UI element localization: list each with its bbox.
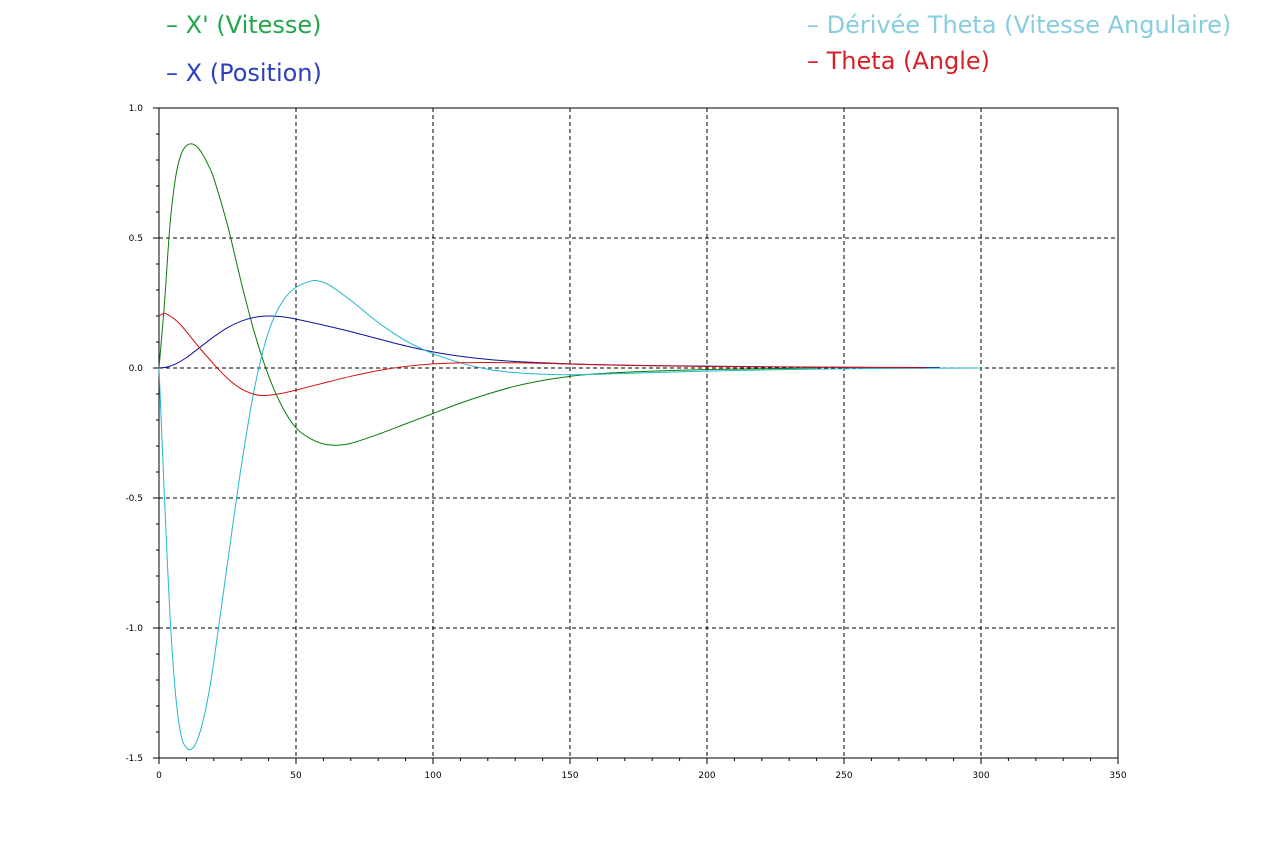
y-tick-label: -0.5 xyxy=(125,494,143,504)
y-tick-label: -1.0 xyxy=(125,624,143,634)
legend-item-theta-angle: – Theta (Angle) xyxy=(807,47,990,75)
legend-swatch: – xyxy=(807,47,819,75)
series-theta-angle xyxy=(158,312,927,397)
legend-item-derivee-theta: – Dérivée Theta (Vitesse Angulaire) xyxy=(807,11,1231,39)
x-tick-label: 100 xyxy=(424,771,441,781)
legend-label: Theta (Angle) xyxy=(826,47,991,75)
legend-label: Dérivée Theta (Vitesse Angulaire) xyxy=(826,11,1232,39)
legend-swatch: – xyxy=(807,11,819,39)
legend-swatch: – xyxy=(166,59,178,87)
x-tick-label: 250 xyxy=(835,771,852,781)
legend-label: X (Position) xyxy=(185,59,322,87)
x-tick-label: 300 xyxy=(972,771,989,781)
x-tick-label: 50 xyxy=(290,771,302,781)
legend-item-x-position: – X (Position) xyxy=(166,59,322,87)
legend-label: X' (Vitesse) xyxy=(185,11,322,39)
series-group xyxy=(158,143,982,751)
y-tick-label: 0.0 xyxy=(129,364,144,374)
series-derivee-theta xyxy=(158,280,982,751)
x-tick-label: 350 xyxy=(1109,771,1126,781)
legend-swatch: – xyxy=(166,11,178,39)
y-tick-label: 1.0 xyxy=(129,104,144,114)
y-tick-label: 0.5 xyxy=(129,234,143,244)
series-x-position xyxy=(158,315,940,369)
y-tick-label: -1.5 xyxy=(125,754,143,764)
axis-ticks: 0 50 100 150 200 250 300 350 -1.5 -1.0 -0.5 0.0 0.5 1… xyxy=(125,104,1126,781)
x-tick-label: 0 xyxy=(156,771,162,781)
x-tick-label: 150 xyxy=(561,771,578,781)
legend-item-x-vitesse: – X' (Vitesse) xyxy=(166,11,322,39)
series-x-vitesse xyxy=(158,143,817,446)
plot-frame xyxy=(158,107,1119,759)
grid xyxy=(159,108,1118,758)
x-tick-label: 200 xyxy=(698,771,715,781)
